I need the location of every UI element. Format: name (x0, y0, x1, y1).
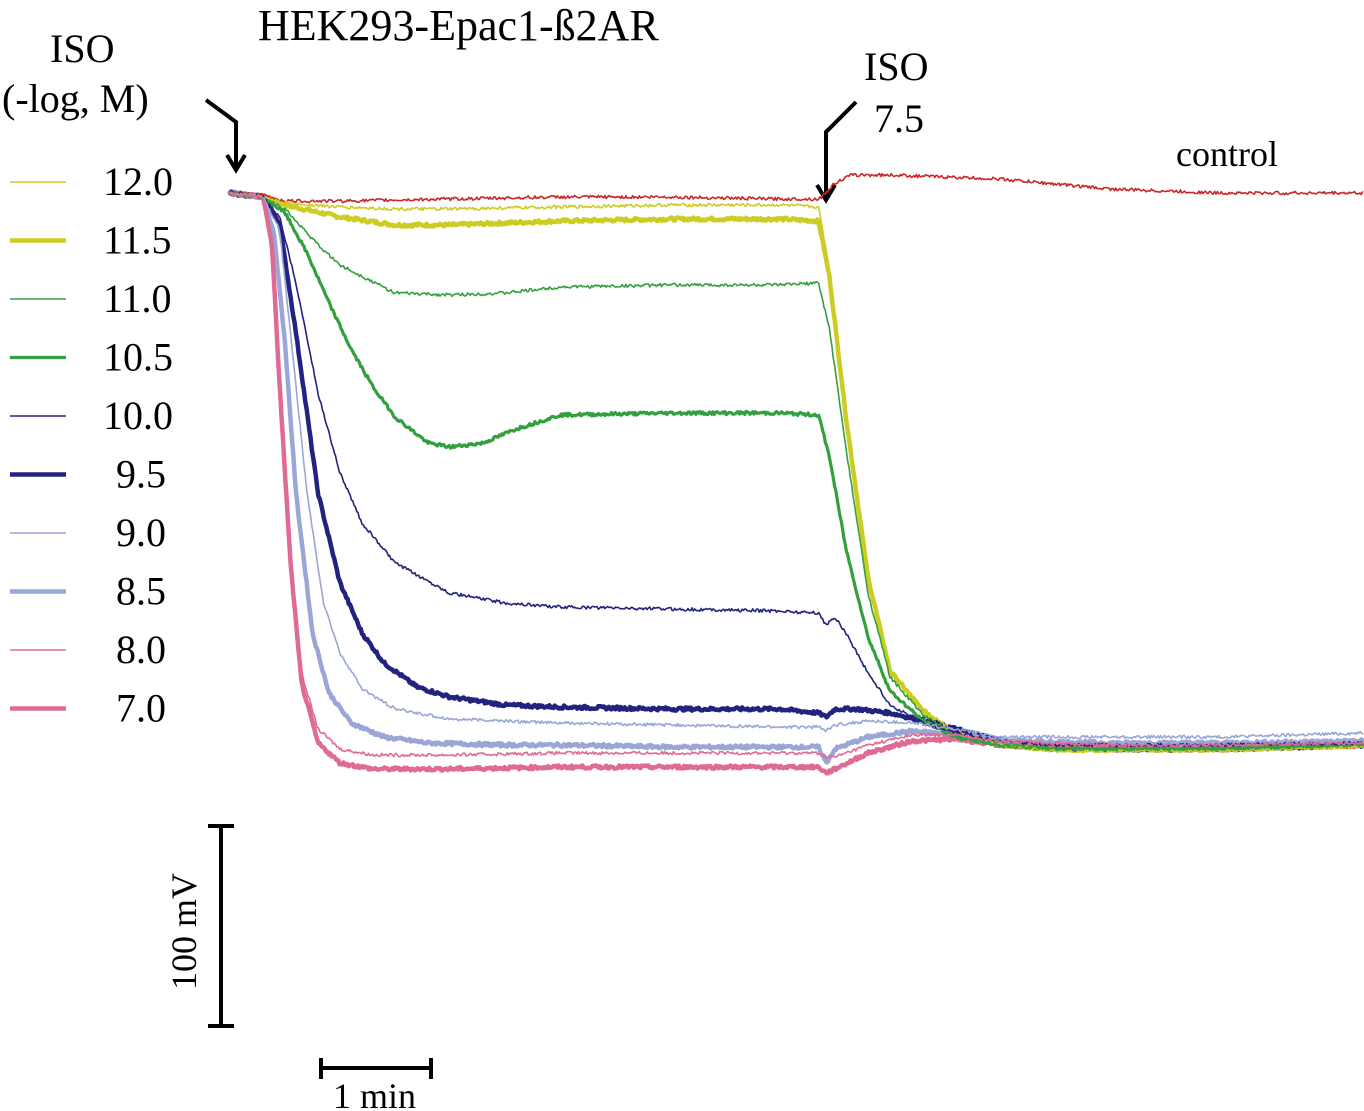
second-addition-arrow-icon (815, 100, 858, 204)
horizontal-scale-label: 1 min (333, 1076, 416, 1111)
legend-label-9-0: 9.0 (116, 510, 166, 555)
legend: 12.0 11.5 11.0 10.5 10.0 9.5 9.0 8.5 8.0 7.0 (10, 159, 173, 731)
second-iso-label: ISO (864, 44, 928, 89)
legend-label-9-5: 9.5 (116, 452, 166, 497)
legend-label-7-0: 7.0 (116, 686, 166, 731)
first-iso-units-label: (-log, M) (2, 76, 149, 121)
legend-label-11-0: 11.0 (103, 276, 172, 321)
legend-label-10-5: 10.5 (103, 335, 173, 380)
first-addition-arrow-icon (204, 98, 247, 174)
trace-9-5 (227, 189, 1364, 753)
trace-10-0 (229, 190, 1364, 748)
vertical-scale-bar (208, 824, 234, 1028)
legend-label-11-5: 11.5 (103, 218, 172, 263)
horizontal-scale-bar (319, 1058, 433, 1079)
legend-label-12-0: 12.0 (103, 159, 173, 204)
legend-label-8-5: 8.5 (116, 569, 166, 614)
vertical-scale-label: 100 mV (164, 873, 204, 990)
trace-11-5 (227, 190, 1364, 753)
trace-11-0 (229, 191, 1364, 752)
control-label: control (1176, 134, 1278, 174)
trace-7-0 (227, 190, 1364, 776)
traces (227, 172, 1364, 776)
legend-label-10-0: 10.0 (103, 393, 173, 438)
first-iso-label: ISO (50, 26, 114, 71)
trace-8-5 (227, 189, 1364, 765)
trace-10-5 (228, 190, 1364, 753)
chart-title: HEK293-Epac1-ß2AR (258, 1, 659, 50)
second-iso-dose-label: 7.5 (874, 96, 924, 141)
legend-label-8-0: 8.0 (116, 627, 166, 672)
trace-control (229, 172, 1364, 204)
trace-8-0 (229, 191, 1364, 760)
trace-9-0 (229, 191, 1364, 740)
trace-12-0 (229, 190, 1364, 754)
